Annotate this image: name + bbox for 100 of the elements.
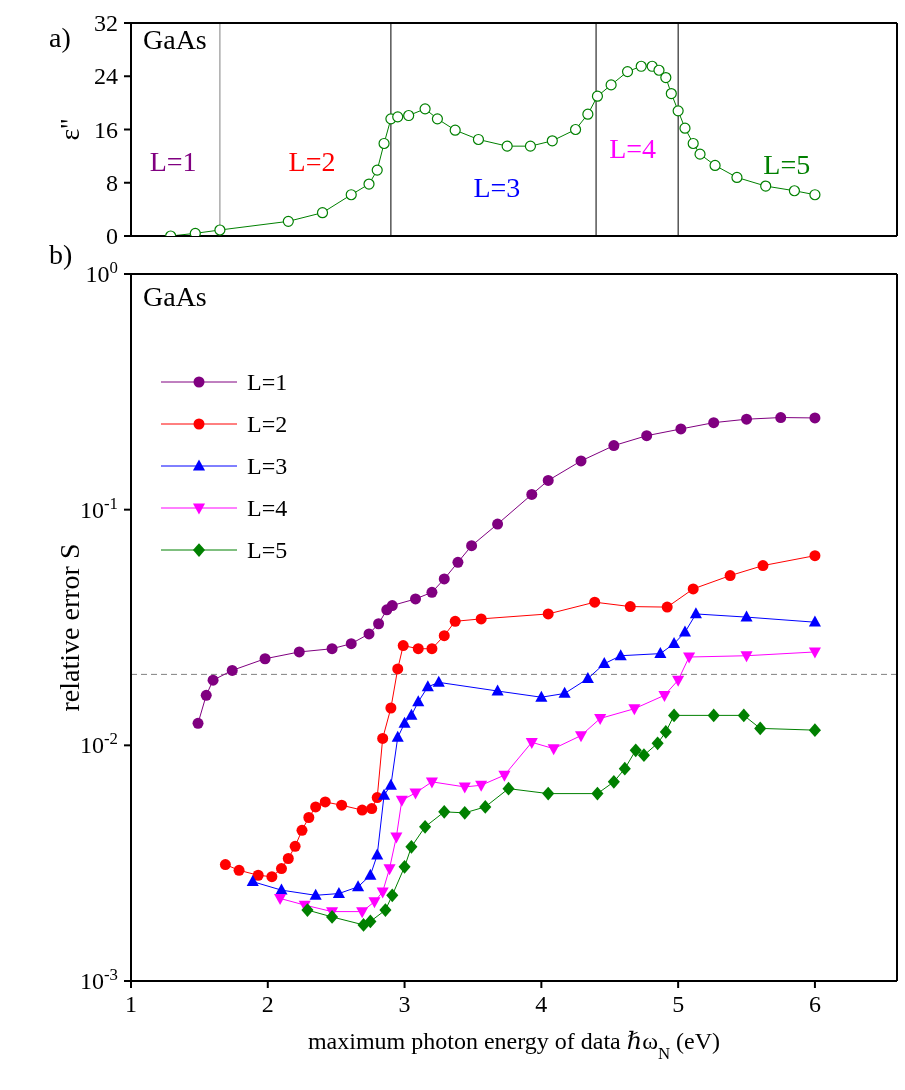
point [431,113,443,125]
point [672,675,685,687]
point [635,60,647,72]
y-tick-label: 24 [94,63,118,90]
point [542,474,554,486]
annotation: L=4 [609,132,657,165]
point [200,689,212,701]
point [326,643,338,655]
point [419,819,432,834]
point [498,770,511,782]
point [624,601,636,613]
x-tick-label: 6 [808,991,821,1017]
point [303,812,315,824]
point [371,848,384,860]
x-tick-label: 1 [125,991,137,1017]
legend-label: L=5 [247,536,288,564]
point [683,652,696,664]
point [425,777,438,789]
point [252,869,264,881]
point [760,180,772,192]
point [226,664,238,676]
point [672,105,684,117]
point [754,721,767,736]
y-tick-label: 16 [94,116,118,143]
y-tick-label: 10$^{-1}$ [80,493,118,523]
point [675,423,687,435]
annotation: L=5 [763,148,811,181]
x-tick-label: 3 [398,991,411,1017]
point [569,123,582,136]
point [371,164,383,176]
point [594,714,607,726]
point [740,651,753,663]
point [659,725,672,739]
point [352,880,365,892]
point [621,65,634,78]
point [651,736,664,751]
point [219,859,231,871]
point [426,586,438,598]
point [383,864,396,876]
point [412,695,425,707]
point [405,708,418,720]
point [591,786,604,801]
point [731,171,743,184]
point [421,680,434,692]
point [809,550,821,562]
point [707,708,720,723]
point [575,455,587,467]
point [708,417,720,429]
point [419,103,431,115]
point [709,159,721,172]
point [637,748,650,763]
point [309,888,322,900]
point [363,178,375,190]
point [438,804,451,819]
point [397,640,409,652]
point [628,704,641,716]
point [661,601,673,613]
point [432,675,445,687]
point [301,903,314,917]
point [458,782,471,794]
point [808,647,821,659]
point [687,583,699,595]
point [364,914,377,929]
point [233,864,245,876]
point [492,518,504,530]
point [475,613,487,625]
point [641,430,653,442]
point [405,839,418,854]
annotation: L=1 [149,145,197,178]
point [378,788,391,800]
point [582,108,594,120]
point [658,690,671,702]
annotation: GaAs [143,281,207,313]
point [386,888,399,903]
point [412,643,424,655]
point [385,702,397,714]
point [542,608,554,620]
x-tick-label: 5 [672,991,685,1017]
text: a) [49,22,71,54]
point [687,137,699,150]
y-axis-title: ε'' [54,118,85,141]
x-axis-title: maximum photon energy of data ℏω$_{N}$ (eV) [307,1028,721,1063]
point [438,630,450,642]
point [379,903,392,917]
point [526,488,538,500]
point [660,71,672,84]
y-tick-label: 10$^{0}$ [85,257,118,287]
legend-label: L=3 [247,452,288,480]
point [246,875,259,887]
point [398,716,411,728]
point [289,840,301,852]
x-tick-label: 2 [261,991,274,1017]
point [366,803,378,815]
point [403,109,415,122]
point [207,674,219,686]
point [282,215,294,227]
point [694,148,706,160]
point [275,883,288,895]
point [336,799,348,811]
legend-label: L=4 [247,494,288,522]
